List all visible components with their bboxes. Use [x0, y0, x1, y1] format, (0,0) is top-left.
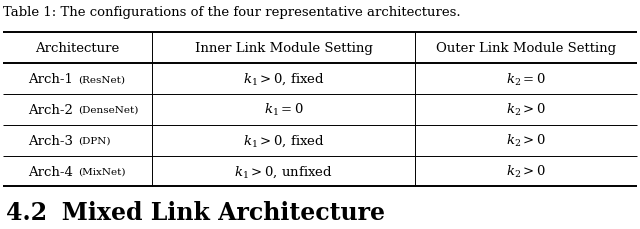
Text: Arch-1: Arch-1: [29, 73, 77, 86]
Text: (ResNet): (ResNet): [77, 75, 125, 84]
Text: Mixed Link Architecture: Mixed Link Architecture: [37, 200, 385, 224]
Text: $k_2 > 0$: $k_2 > 0$: [506, 102, 546, 118]
Text: Arch-3: Arch-3: [28, 134, 77, 147]
Text: (DenseNet): (DenseNet): [77, 105, 138, 114]
Text: $k_1 > 0$, fixed: $k_1 > 0$, fixed: [243, 71, 324, 87]
Text: Arch-4: Arch-4: [29, 165, 77, 178]
Text: $k_2 > 0$: $k_2 > 0$: [506, 133, 546, 149]
Text: $k_2 > 0$: $k_2 > 0$: [506, 163, 546, 179]
Text: Architecture: Architecture: [36, 42, 120, 55]
Text: (DPN): (DPN): [77, 136, 110, 145]
Text: $k_2 = 0$: $k_2 = 0$: [506, 71, 546, 87]
Text: $k_1 > 0$, fixed: $k_1 > 0$, fixed: [243, 133, 324, 148]
Text: 4.2: 4.2: [6, 200, 47, 224]
Text: Arch-2: Arch-2: [29, 104, 77, 116]
Text: $k_1 = 0$: $k_1 = 0$: [264, 102, 303, 118]
Text: Table 1: The configurations of the four representative architectures.: Table 1: The configurations of the four …: [3, 6, 461, 19]
Text: (MixNet): (MixNet): [77, 167, 125, 176]
Text: Inner Link Module Setting: Inner Link Module Setting: [195, 42, 372, 55]
Text: $k_1 > 0$, unfixed: $k_1 > 0$, unfixed: [234, 164, 333, 179]
Text: Outer Link Module Setting: Outer Link Module Setting: [436, 42, 616, 55]
